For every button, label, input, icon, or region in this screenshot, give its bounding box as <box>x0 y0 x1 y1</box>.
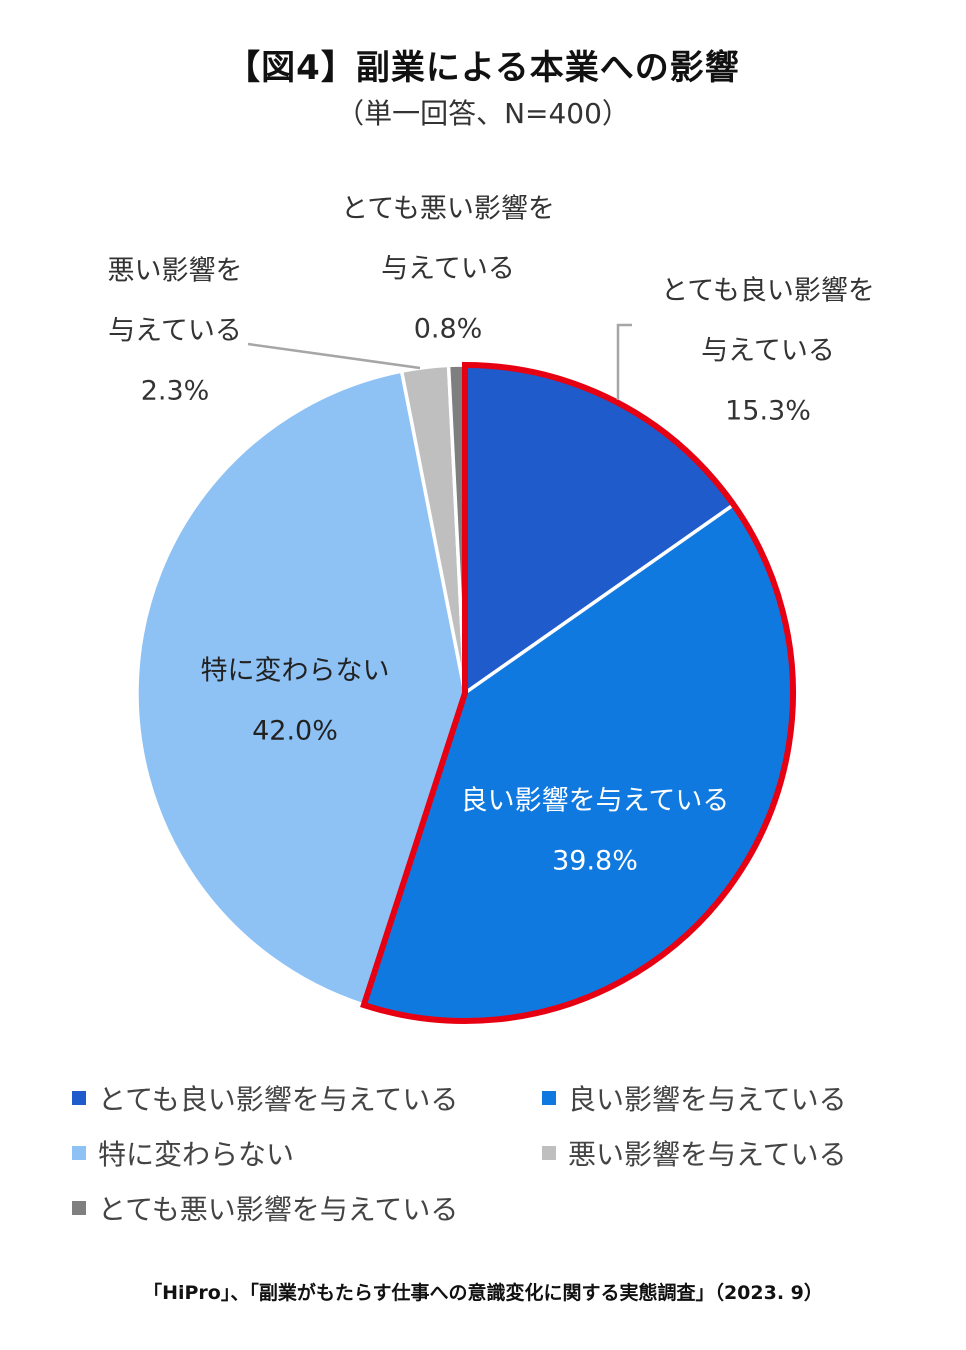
slice-label-very-good: 与えている <box>701 336 835 367</box>
slice-value-very-bad: 0.8% <box>414 314 483 345</box>
legend-item-no-change: 特に変わらない <box>72 1133 294 1173</box>
legend-item-bad: 悪い影響を与えている <box>542 1133 847 1173</box>
legend-item-good: 良い影響を与えている <box>542 1078 847 1118</box>
slice-label-no-change: 特に変わらない <box>201 656 390 687</box>
leader-line-very-good <box>616 323 632 400</box>
slice-label-very-bad: とても悪い影響を <box>341 194 555 225</box>
legend-label-no-change: 特に変わらない <box>98 1138 295 1171</box>
legend-item-very-bad: とても悪い影響を与えている <box>72 1188 458 1228</box>
legend-label-bad: 悪い影響を与えている <box>568 1138 847 1171</box>
legend-label-very-bad: とても悪い影響を与えている <box>98 1193 459 1226</box>
slice-labels: とても良い影響を与えている15.3%良い影響を与えている39.8%特に変わらない… <box>108 194 875 877</box>
legend-swatch-bad <box>542 1146 556 1160</box>
legend: とても良い影響を与えている 良い影響を与えている 特に変わらない 悪い影響を与え… <box>72 1070 932 1240</box>
pie-chart: とても良い影響を与えている15.3%良い影響を与えている39.8%特に変わらない… <box>108 194 875 1024</box>
legend-swatch-no-change <box>72 1146 86 1160</box>
slice-label-good: 良い影響を与えている <box>461 786 730 817</box>
slice-value-very-good: 15.3% <box>725 396 811 427</box>
highlight-outline-group <box>360 361 796 1024</box>
legend-label-very-good: とても良い影響を与えている <box>98 1083 459 1116</box>
slice-label-bad: 与えている <box>108 316 242 347</box>
slice-label-bad: 悪い影響を <box>108 256 243 287</box>
legend-item-very-good: とても良い影響を与えている <box>72 1078 458 1118</box>
source-citation: 「HiPro」、「副業がもたらす仕事への意識変化に関する実態調査」（2023. … <box>143 1282 823 1304</box>
pie-slice-no-change <box>135 369 467 1007</box>
legend-swatch-good <box>542 1091 556 1105</box>
chart-title: 【図4】副業による本業への影響 <box>226 48 740 88</box>
slice-label-very-good: とても良い影響を <box>661 276 875 307</box>
pie-slices <box>135 363 795 1023</box>
slice-value-no-change: 42.0% <box>252 716 338 747</box>
legend-swatch-very-bad <box>72 1201 86 1215</box>
leader-line-bad <box>247 342 421 370</box>
slice-value-bad: 2.3% <box>141 376 210 407</box>
highlight-outline <box>360 361 796 1024</box>
slice-value-good: 39.8% <box>552 846 638 877</box>
legend-label-good: 良い影響を与えている <box>568 1083 847 1116</box>
leader-lines <box>247 323 632 400</box>
slice-label-very-bad: 与えている <box>381 254 515 285</box>
legend-swatch-very-good <box>72 1091 86 1105</box>
chart-subtitle: （単一回答、N=400） <box>336 97 630 130</box>
